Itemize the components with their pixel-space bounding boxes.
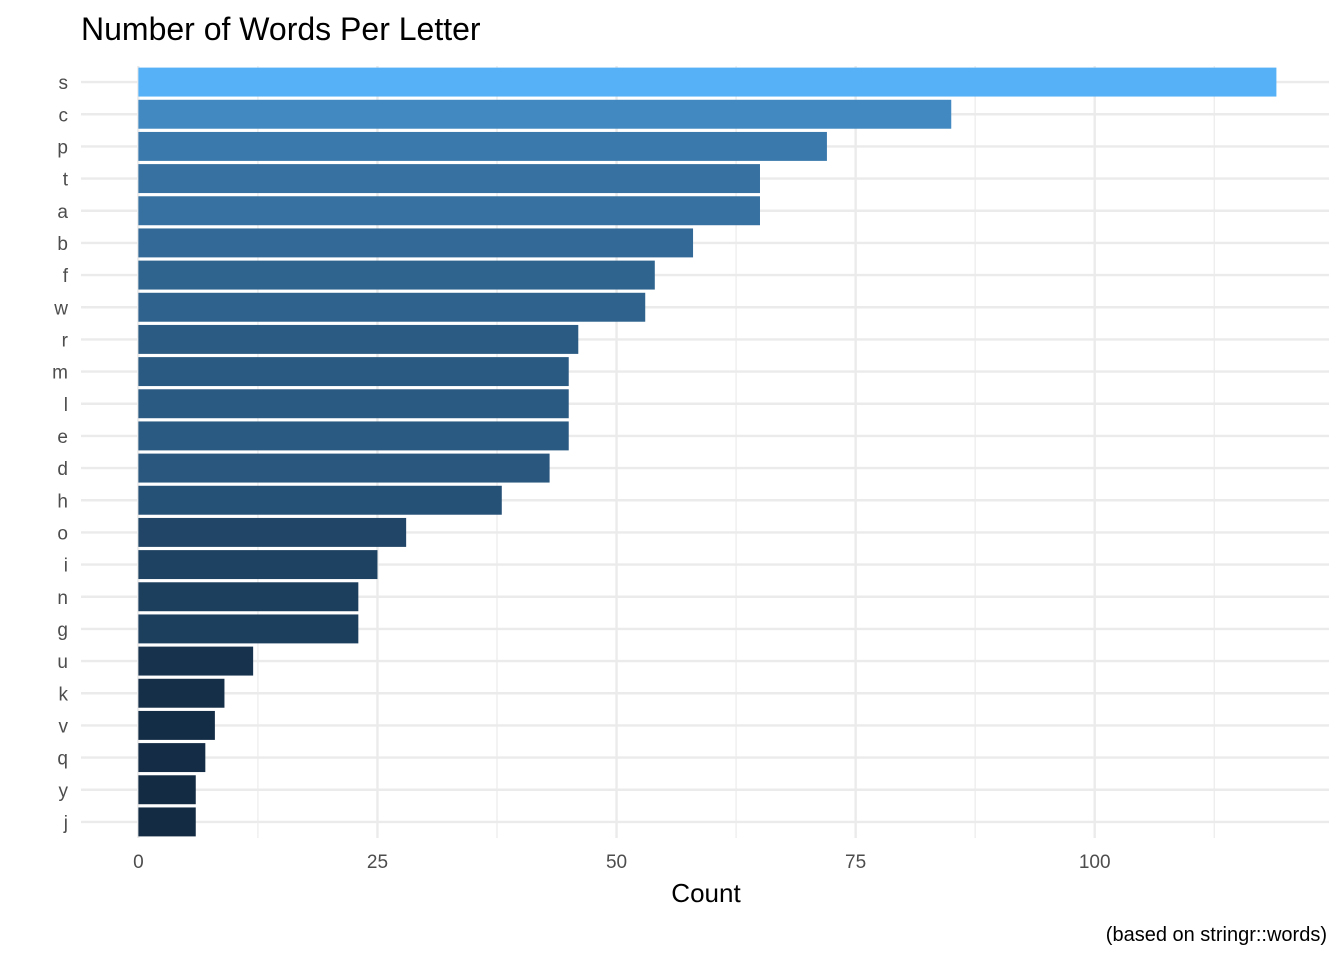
y-tick-label: v xyxy=(59,716,69,737)
x-tick-label: 0 xyxy=(133,852,144,873)
y-tick-label: l xyxy=(64,395,68,416)
y-tick-label: t xyxy=(63,170,69,191)
bar-l xyxy=(138,389,569,419)
bar-a xyxy=(138,196,760,226)
bar-b xyxy=(138,228,694,258)
bar-w xyxy=(138,292,646,322)
x-tick-label: 50 xyxy=(606,852,627,873)
bar-s xyxy=(138,67,1277,97)
bar-v xyxy=(138,710,215,740)
y-tick-label: w xyxy=(53,298,68,319)
x-tick-label: 100 xyxy=(1079,852,1111,873)
y-tick-label: n xyxy=(57,588,68,609)
y-tick-label: q xyxy=(57,749,68,770)
x-axis-title: Count xyxy=(671,878,741,908)
bar-p xyxy=(138,131,827,161)
bar-y xyxy=(138,775,196,805)
y-tick-label: u xyxy=(57,652,68,673)
bar-t xyxy=(138,164,760,194)
bar-c xyxy=(138,99,952,129)
chart-title: Number of Words Per Letter xyxy=(81,11,481,47)
bar-q xyxy=(138,743,206,773)
bar-k xyxy=(138,678,225,708)
y-tick-label: r xyxy=(62,330,69,351)
y-tick-label: c xyxy=(59,105,69,126)
bar-f xyxy=(138,260,655,290)
bars xyxy=(138,67,1277,837)
y-tick-label: o xyxy=(57,523,68,544)
bar-n xyxy=(138,582,359,612)
bar-e xyxy=(138,421,569,451)
chart-caption: (based on stringr::words) xyxy=(1106,924,1327,946)
y-tick-label: k xyxy=(59,684,69,705)
bar-g xyxy=(138,614,359,644)
x-axis-tick-labels: 0 25 50 75 100 xyxy=(133,852,1110,873)
y-tick-label: j xyxy=(63,813,68,834)
y-tick-label: s xyxy=(59,73,69,94)
y-tick-label: i xyxy=(64,556,68,577)
bar-r xyxy=(138,324,579,354)
bar-u xyxy=(138,646,254,676)
y-tick-label: y xyxy=(59,781,69,802)
y-tick-label: d xyxy=(57,459,68,480)
bar-h xyxy=(138,485,502,515)
y-tick-label: g xyxy=(57,620,68,641)
y-tick-label: h xyxy=(57,491,68,512)
bar-j xyxy=(138,807,196,837)
y-tick-label: f xyxy=(63,266,69,287)
y-tick-label: e xyxy=(57,427,68,448)
y-tick-label: b xyxy=(57,234,68,255)
y-tick-label: m xyxy=(52,363,68,384)
x-tick-label: 75 xyxy=(845,852,866,873)
y-tick-label: p xyxy=(57,137,68,158)
bar-i xyxy=(138,550,378,580)
bar-d xyxy=(138,453,550,483)
x-tick-label: 25 xyxy=(367,852,388,873)
bar-o xyxy=(138,517,407,547)
y-tick-label: a xyxy=(57,202,68,223)
bar-m xyxy=(138,357,569,387)
